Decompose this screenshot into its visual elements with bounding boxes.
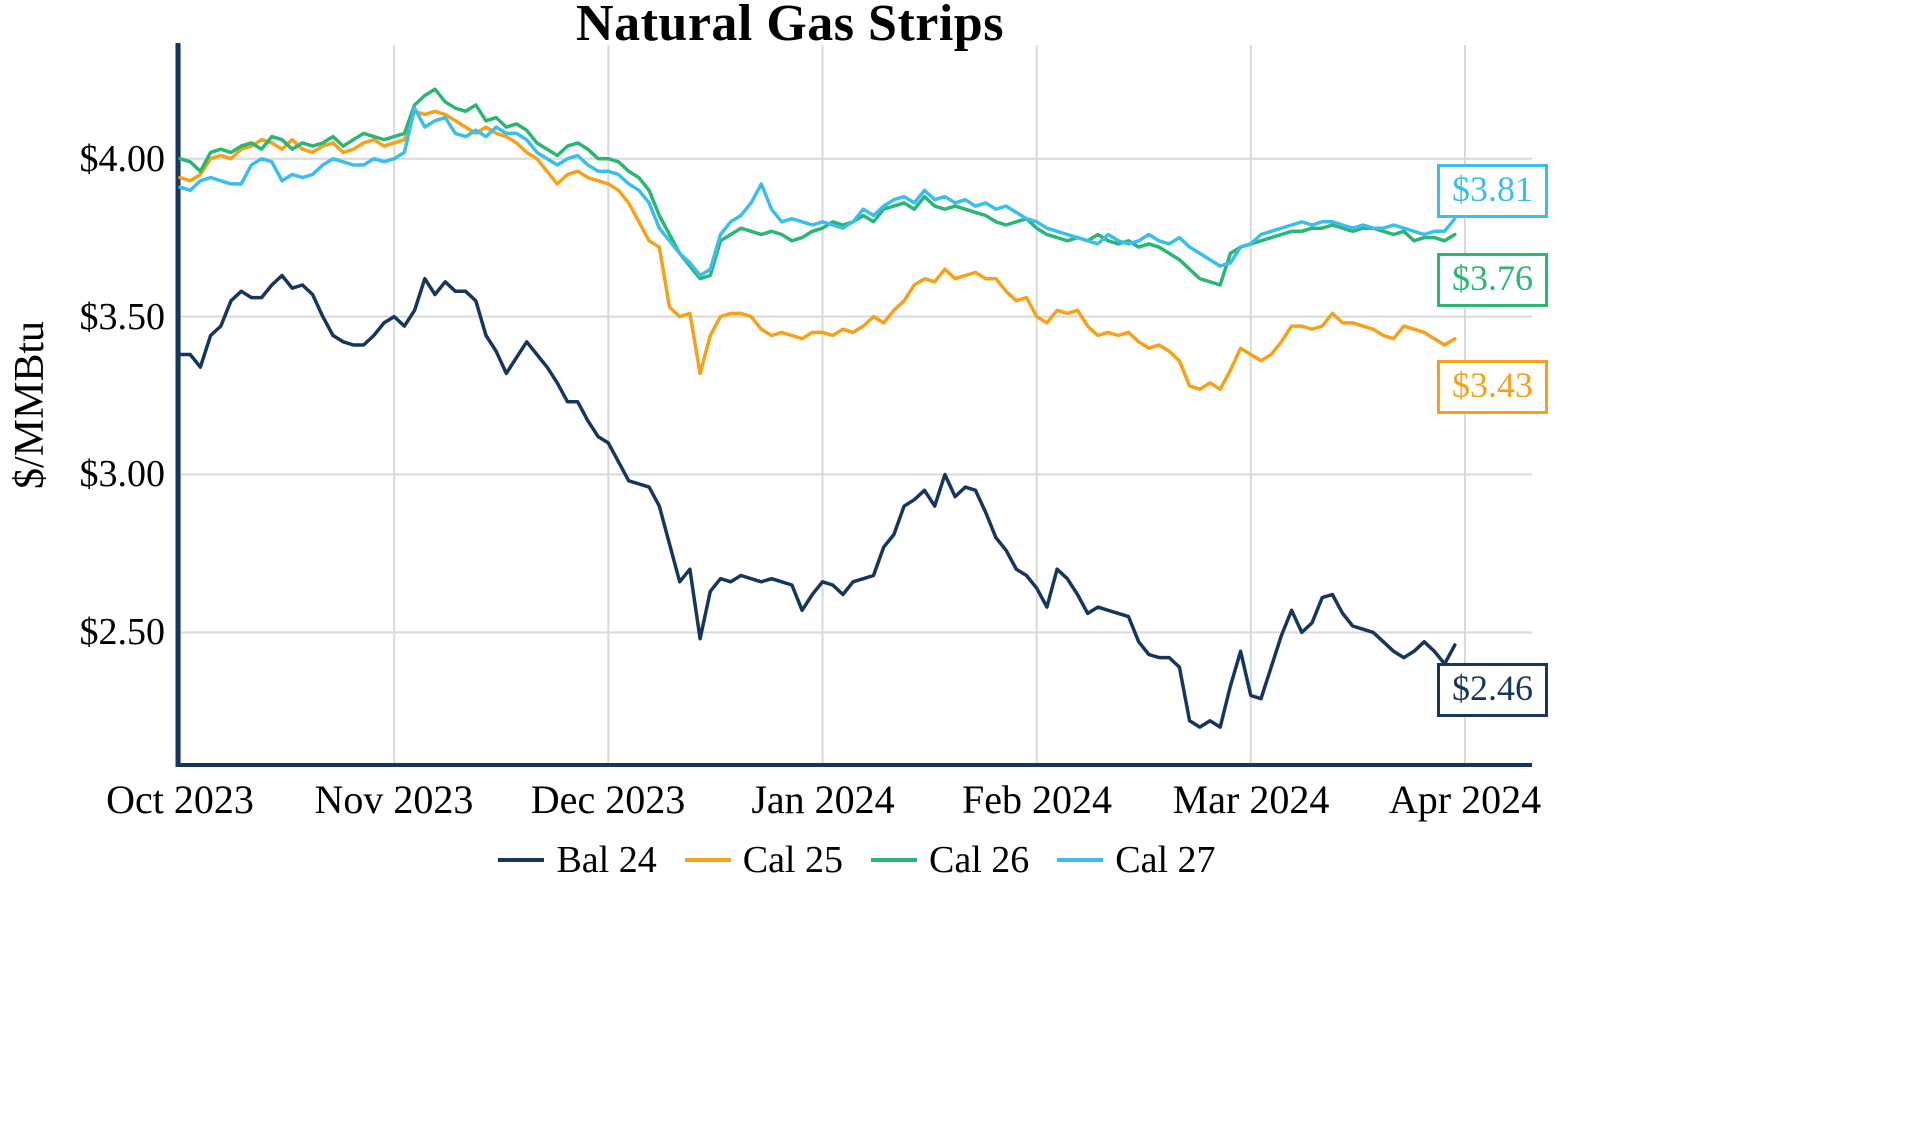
chart-title: Natural Gas Strips <box>576 0 1004 52</box>
legend: Bal 24 Cal 25 Cal 26 Cal 27 <box>0 838 1714 882</box>
legend-item-bal-24: Bal 24 <box>498 838 657 882</box>
series-line-cal-27 <box>178 106 1457 278</box>
x-tick-label: Feb 2024 <box>962 777 1112 822</box>
end-label-bal-24: $2.46 <box>1437 663 1548 717</box>
series-line-cal-26 <box>178 87 1457 287</box>
x-tick-label: Jan 2024 <box>751 777 895 822</box>
y-tick-label: $2.50 <box>79 611 166 653</box>
end-label-cal-26: $3.76 <box>1437 253 1548 307</box>
x-tick-label: Oct 2023 <box>106 777 254 822</box>
legend-line-icon <box>684 858 731 862</box>
end-label-cal-27: $3.81 <box>1437 164 1548 218</box>
end-label-cal-25: $3.43 <box>1437 360 1548 414</box>
legend-label: Cal 25 <box>742 839 843 881</box>
legend-line-icon <box>871 858 917 862</box>
series-line-cal-25 <box>178 109 1457 391</box>
series-line-bal-24 <box>178 273 1457 729</box>
y-tick-label: $4.00 <box>79 138 166 180</box>
legend-label: Bal 24 <box>556 839 657 881</box>
x-tick-label: Apr 2024 <box>1388 777 1542 822</box>
legend-item-cal-25: Cal 25 <box>684 838 843 882</box>
legend-line-icon <box>1057 858 1104 862</box>
legend-label: Cal 26 <box>929 839 1030 881</box>
legend-item-cal-26: Cal 26 <box>871 838 1029 882</box>
legend-line-icon <box>498 858 545 862</box>
legend-label: Cal 27 <box>1115 839 1216 881</box>
y-tick-label: $3.00 <box>79 453 166 495</box>
x-tick-label: Nov 2023 <box>314 777 474 822</box>
x-tick-label: Dec 2023 <box>530 777 686 822</box>
x-tick-label: Mar 2024 <box>1172 777 1330 822</box>
legend-item-cal-27: Cal 27 <box>1057 838 1216 882</box>
y-tick-label: $3.50 <box>79 296 166 338</box>
